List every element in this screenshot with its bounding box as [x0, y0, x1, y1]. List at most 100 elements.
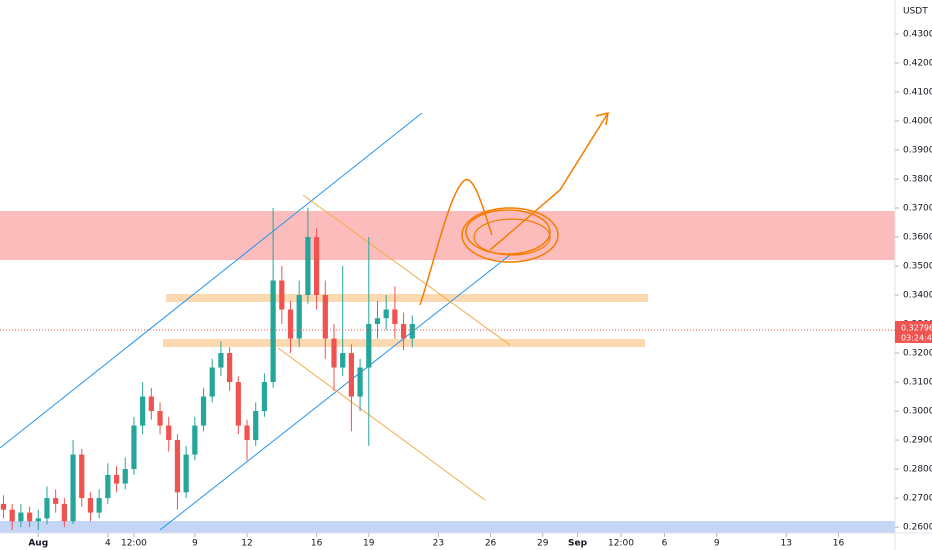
x-tick-label: 9 [192, 539, 198, 549]
candle-body [44, 498, 50, 519]
x-tick-label: Aug [28, 539, 48, 549]
candle-body [35, 518, 41, 522]
candle-body [192, 425, 198, 455]
support-zone [0, 521, 895, 533]
x-tick-label: Sep [568, 539, 588, 549]
candle-body [131, 425, 137, 470]
candle-body [113, 474, 120, 484]
candle-body [18, 512, 24, 522]
candle-body [392, 309, 398, 325]
candle-body [70, 454, 76, 522]
candle-body [183, 454, 189, 493]
candle-body [409, 324, 415, 339]
y-tick-label: 0.43000 [903, 29, 932, 39]
freehand-circle [473, 218, 551, 256]
x-tick-label: 6 [662, 539, 668, 549]
x-tick-label: 12 [241, 539, 252, 549]
candle-body [166, 425, 172, 441]
candle-body [79, 454, 85, 499]
x-tick-label: 19 [363, 539, 375, 549]
candle-body [366, 324, 372, 368]
candle-body [357, 367, 363, 397]
x-tick-label: 23 [433, 539, 444, 549]
last-price-label: 0.32796 [901, 323, 932, 332]
candle-body [140, 396, 146, 426]
candle-body [218, 353, 224, 368]
candle-body [87, 498, 94, 513]
candle-body [253, 411, 259, 441]
candle-body [305, 237, 311, 296]
trend-line [302, 194, 511, 346]
candles [0, 207, 415, 530]
x-tick-label: 26 [485, 539, 497, 549]
candle-body [279, 280, 285, 310]
channel-upper [0, 112, 423, 449]
candle-body [148, 396, 154, 412]
candle-body [157, 411, 163, 426]
candle-body [96, 498, 102, 513]
candle-body [105, 474, 111, 499]
level-band [166, 294, 648, 302]
x-tick-label: 29 [537, 539, 549, 549]
candle-body [200, 396, 207, 426]
candle-body [296, 295, 302, 339]
candle-body [287, 309, 294, 339]
arrow [489, 111, 609, 251]
candle-body [331, 338, 337, 368]
candle-body [26, 512, 33, 522]
countdown-label: 03:24:47 [901, 333, 932, 342]
candle-body [235, 382, 241, 426]
candle-body [53, 498, 59, 504]
resistance-zone [0, 211, 895, 260]
freehand [419, 179, 493, 306]
candle-body [9, 509, 15, 522]
candle-body [174, 440, 181, 493]
candle-body [0, 503, 7, 510]
x-tick-label: 12:00 [121, 539, 147, 549]
x-tick-label: 13 [781, 539, 792, 549]
candle-body [383, 309, 389, 319]
x-tick-label: 16 [833, 539, 845, 549]
freehand-circle [465, 209, 551, 255]
x-tick-label: 4 [105, 539, 111, 549]
x-tick-label: 16 [311, 539, 323, 549]
freehand-circle [461, 207, 559, 263]
candle-body [244, 425, 250, 441]
candle-body [313, 237, 320, 296]
candle-body [348, 353, 354, 397]
candle-body [209, 367, 215, 397]
candle-body [322, 295, 328, 339]
candle-body [261, 382, 268, 412]
candle-body [374, 318, 381, 325]
x-tick-label: 12:00 [608, 539, 634, 549]
candle-body [122, 469, 128, 484]
candle-body [61, 503, 67, 522]
unit-label: USDT [903, 7, 928, 17]
candle-body [340, 353, 346, 368]
x-tick-label: 9 [714, 539, 720, 549]
candle-body [227, 353, 233, 383]
candle-body [400, 324, 407, 339]
candle-body [270, 280, 276, 383]
trend-line [277, 347, 486, 501]
price-tag [895, 320, 932, 343]
channel-lower [159, 254, 511, 531]
